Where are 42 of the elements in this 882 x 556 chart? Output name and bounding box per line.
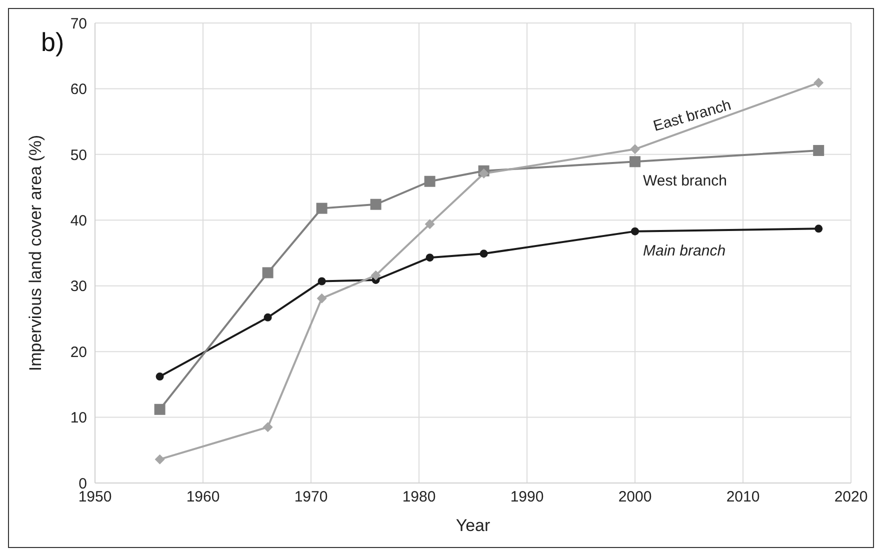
x-tick-label: 2000 (618, 488, 652, 506)
point (814, 224, 823, 233)
point (370, 198, 382, 210)
point (631, 227, 639, 236)
y-axis-title: Impervious land cover area (%) (26, 134, 46, 372)
x-tick-label: 1990 (510, 488, 544, 506)
text: b) (41, 27, 64, 58)
point (264, 313, 272, 322)
point (262, 422, 273, 432)
x-tick-label: 2010 (726, 488, 760, 506)
point (813, 144, 824, 156)
point (154, 404, 166, 415)
y-tick-label: 50 (70, 146, 87, 164)
point (316, 293, 327, 304)
point (478, 168, 489, 178)
point (814, 78, 824, 88)
text: East branch (651, 96, 734, 136)
point (318, 277, 326, 286)
y-tick-label: 30 (70, 278, 87, 296)
x-tick-label: 1960 (186, 488, 220, 506)
y-tick-label: 10 (70, 410, 87, 427)
x-tick-label: 1980 (402, 488, 436, 506)
point (630, 144, 640, 154)
point (154, 454, 165, 464)
x-tick-label: 1970 (294, 488, 328, 506)
point (630, 156, 640, 168)
point (480, 250, 488, 258)
point (316, 202, 328, 214)
y-tick-label: 70 (70, 15, 87, 32)
y-tick-label: 20 (70, 344, 87, 361)
y-tick-label: 40 (70, 212, 87, 230)
point (156, 372, 164, 381)
point (424, 176, 436, 187)
series-label: West branch (643, 172, 727, 190)
point (426, 254, 434, 262)
y-tick-label: 60 (70, 81, 87, 98)
series-label: Main branch (643, 242, 726, 260)
x-axis-title: Year (456, 516, 491, 535)
point (370, 270, 381, 280)
point (424, 219, 435, 230)
point (262, 267, 274, 278)
x-tick-label: 2020 (834, 488, 868, 506)
